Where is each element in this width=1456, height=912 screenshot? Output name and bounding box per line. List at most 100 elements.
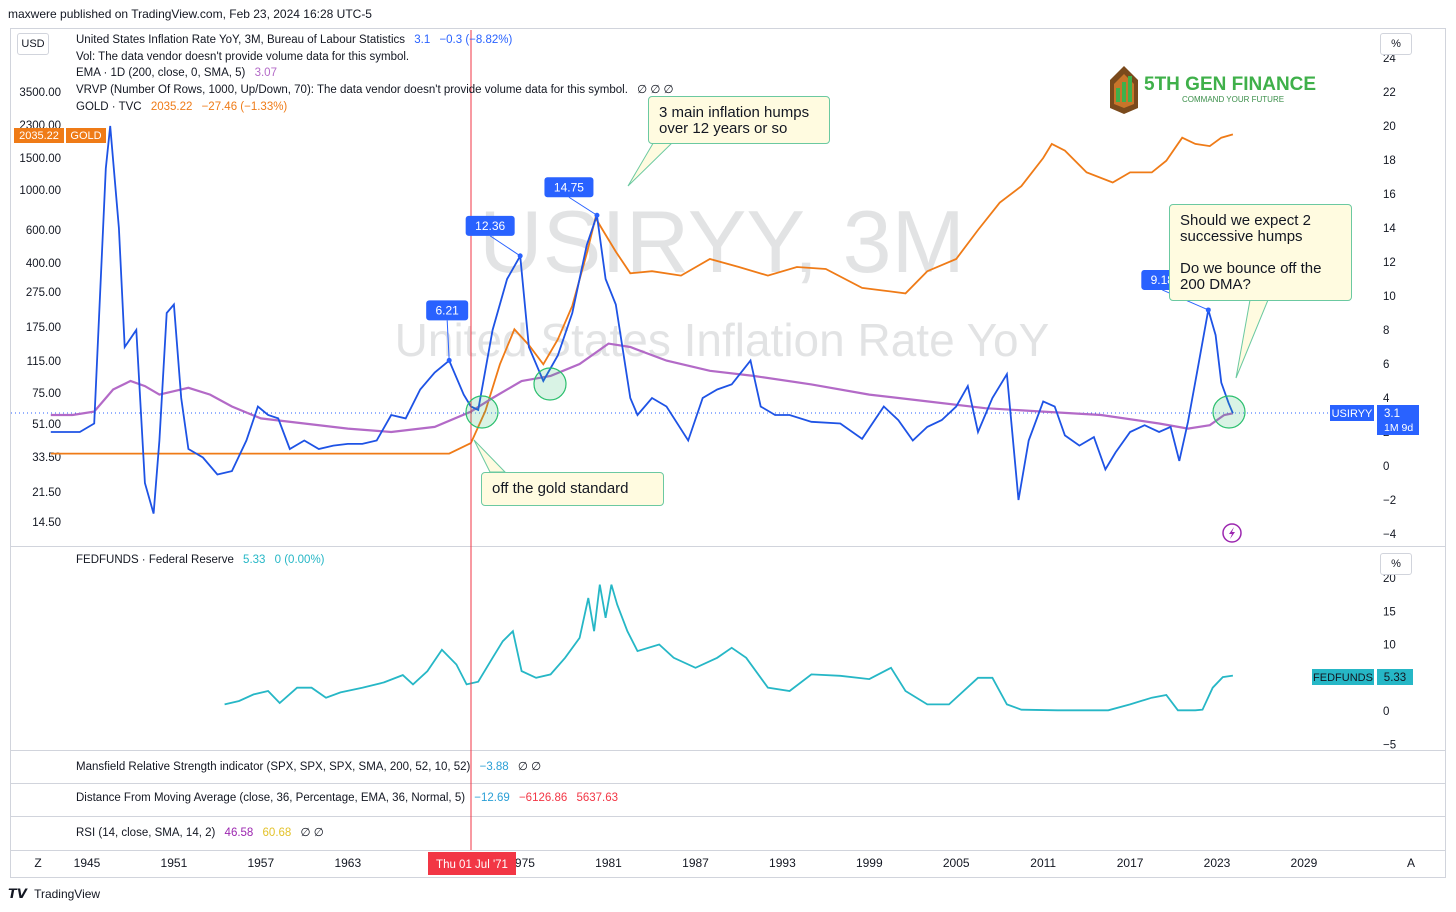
- rsi-value-1: 46.58: [224, 827, 254, 839]
- mansfield-legend[interactable]: Mansfield Relative Strength indicator (S…: [76, 759, 541, 773]
- callout-pointer: [627, 139, 677, 187]
- mansfield-icons: ∅ ∅: [517, 761, 542, 773]
- peak-label-box: [544, 177, 594, 198]
- peak-label-dot: [517, 253, 523, 259]
- usiryy-value-badge-value: 3.1: [1384, 408, 1400, 420]
- fed-axis-tick-label: 10: [1383, 640, 1396, 652]
- left-axis-tick-label: 1500.00: [19, 153, 61, 165]
- main-unit-selector[interactable]: %: [1380, 33, 1412, 55]
- mansfield-value: −3.88: [479, 761, 509, 773]
- right-axis-tick-label: 0: [1383, 461, 1389, 473]
- fed-axis-tick-label: 20: [1383, 573, 1396, 585]
- left-axis-tick-label: 115.00: [27, 356, 61, 368]
- legend-vol: Vol: The data vendor doesn't provide vol…: [76, 50, 410, 63]
- callout-question[interactable]: Should we expect 2 successive humps Do w…: [1169, 204, 1352, 301]
- left-axis-tick-label: 75.00: [32, 388, 61, 400]
- currency-selector[interactable]: USD: [17, 33, 49, 55]
- fedfunds-legend-label: FEDFUNDS · Federal Reserve: [76, 554, 234, 566]
- legend-symbol-value: 3.1: [414, 34, 431, 46]
- pane-separator[interactable]: [10, 850, 1446, 851]
- right-axis-tick-label: 4: [1383, 393, 1390, 405]
- fedfunds-value-badge: [1377, 669, 1413, 685]
- fed-unit-selector[interactable]: %: [1380, 553, 1412, 575]
- dma-label: Distance From Moving Average (close, 36,…: [76, 792, 466, 804]
- legend-vol-row[interactable]: Vol: The data vendor doesn't provide vol…: [76, 49, 674, 66]
- usiryy-value-badge: [1377, 405, 1419, 435]
- tradingview-logo-icon: 𝙏𝙑: [8, 886, 27, 901]
- pane-separator[interactable]: [10, 750, 1446, 751]
- right-axis-tick-label: 20: [1383, 121, 1396, 133]
- inflation-series-line: [50, 125, 1234, 514]
- left-axis-tick-label: 600.00: [26, 225, 61, 237]
- callout-inflation-humps[interactable]: 3 main inflation humps over 12 years or …: [648, 96, 830, 144]
- right-axis-tick-label: 22: [1383, 87, 1396, 99]
- time-axis-tick-label: 2023: [1204, 856, 1231, 870]
- usiryy-name-badge-label: USIRYY: [1332, 408, 1373, 420]
- logo-tagline: COMMAND YOUR FUTURE: [1182, 95, 1284, 104]
- time-axis-tick-label: 2005: [943, 856, 970, 870]
- left-axis-tick-label: 33.50: [32, 452, 61, 464]
- right-axis-tick-label: 24: [1383, 53, 1396, 65]
- time-axis-tick-label: 2017: [1117, 856, 1144, 870]
- legend-ema-label: EMA · 1D (200, close, 0, SMA, 5): [76, 67, 246, 80]
- pane-separator[interactable]: [10, 546, 1446, 547]
- time-axis-zoom-button[interactable]: Z: [34, 856, 41, 870]
- time-axis-tick-label: 1987: [682, 856, 709, 870]
- gold-series-line: [50, 133, 1234, 455]
- right-axis-tick-label: −2: [1383, 495, 1396, 507]
- legend-gold-change: −27.46 (−1.33%): [201, 100, 288, 113]
- time-axis-tick-label: 1957: [247, 856, 274, 870]
- chart-frame: [10, 28, 1446, 878]
- tradingview-footer: 𝙏𝙑 TradingView: [8, 886, 100, 902]
- legend-gold-value: 2035.22: [150, 100, 193, 113]
- highlight-circle: [533, 367, 567, 401]
- peak-label-leader: [568, 196, 598, 216]
- time-axis-tick-label: 2029: [1291, 856, 1318, 870]
- time-axis-tick-label: 1963: [334, 856, 361, 870]
- right-axis-tick-label: 18: [1383, 155, 1396, 167]
- peak-label-leader: [446, 320, 450, 361]
- gold-name-badge: [66, 128, 106, 143]
- watermark-name: United States Inflation Rate YoY: [395, 314, 1050, 366]
- peak-labels[interactable]: 6.21 12.36 14.75 9.18: [426, 177, 1211, 363]
- auto-scale-button[interactable]: A: [1407, 856, 1415, 870]
- footer-brand: TradingView: [34, 887, 101, 901]
- rsi-icons: ∅ ∅: [300, 827, 324, 839]
- legend-gold-row[interactable]: GOLD · TVC 2035.22 −27.46 (−1.33%): [76, 99, 674, 116]
- highlight-circle: [1212, 395, 1246, 429]
- fedfunds-axis[interactable]: 20151050−5: [1383, 573, 1396, 751]
- time-axis-tick-label: 1993: [769, 856, 796, 870]
- left-axis-tick-label: 14.50: [32, 517, 61, 529]
- peak-label-text: 12.36: [475, 219, 505, 233]
- pane-separator[interactable]: [10, 783, 1446, 784]
- dma-legend[interactable]: Distance From Moving Average (close, 36,…: [76, 792, 618, 804]
- pane-separator[interactable]: [10, 816, 1446, 817]
- peak-label-text: 14.75: [554, 180, 584, 194]
- legend-symbol-row[interactable]: United States Inflation Rate YoY, 3M, Bu…: [76, 32, 674, 49]
- fedfunds-legend[interactable]: FEDFUNDS · Federal Reserve 5.33 0 (0.00%…: [76, 554, 325, 566]
- dma-value-1: −12.69: [474, 792, 510, 804]
- legend-ema-row[interactable]: EMA · 1D (200, close, 0, SMA, 5) 3.07: [76, 65, 674, 82]
- time-axis-tick-label: 2011: [1030, 856, 1056, 870]
- publish-header: maxwere published on TradingView.com, Fe…: [8, 7, 372, 21]
- legend-vrvp-row[interactable]: VRVP (Number Of Rows, 1000, Up/Down, 70)…: [76, 82, 674, 99]
- dma-value-3: 5637.63: [576, 792, 619, 804]
- peak-label-dot: [594, 212, 600, 218]
- time-axis-tick-label: 1951: [161, 856, 188, 870]
- fedfunds-name-badge: [1312, 669, 1374, 685]
- peak-label-text: 9.18: [1151, 273, 1175, 287]
- left-axis-tick-label: 51.00: [32, 419, 61, 431]
- fed-axis-tick-label: 0: [1383, 706, 1389, 718]
- right-axis-tick-label: 16: [1383, 189, 1396, 201]
- fedfunds-legend-change: 0 (0.00%): [274, 554, 325, 566]
- left-price-axis[interactable]: 3500.002300.001500.001000.00600.00400.00…: [19, 87, 61, 529]
- peak-label-box: [426, 300, 469, 321]
- time-axis-tick-label: 1999: [856, 856, 883, 870]
- left-axis-tick-label: 400.00: [26, 258, 61, 270]
- rsi-legend[interactable]: RSI (14, close, SMA, 14, 2) 46.58 60.68 …: [76, 825, 324, 839]
- time-axis-tick-label: 1945: [74, 856, 101, 870]
- time-axis[interactable]: 1945 1951 1957 1963 1975 1981 1987 1993 1999 2005…: [74, 856, 1318, 870]
- right-price-axis[interactable]: 242220181614121086420−2−4: [1383, 53, 1397, 541]
- callout-gold-standard[interactable]: off the gold standard: [481, 472, 664, 506]
